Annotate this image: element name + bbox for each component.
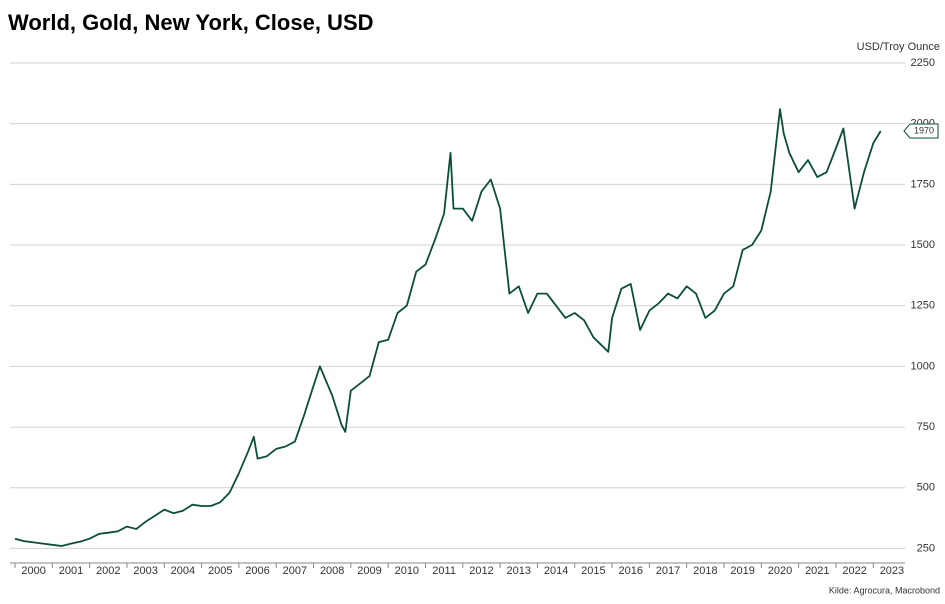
x-tick-label: 2002 xyxy=(96,565,120,577)
chart-title: World, Gold, New York, Close, USD xyxy=(8,10,374,35)
y-tick-label: 1250 xyxy=(911,300,935,312)
y-tick-label: 1000 xyxy=(911,360,935,372)
price-line xyxy=(14,108,882,547)
y-axis-label: USD/Troy Ounce xyxy=(857,41,940,53)
source: Kilde: Agrocura, Macrobond xyxy=(829,585,940,595)
x-tick-label: 2014 xyxy=(544,565,568,577)
x-tick-label: 2017 xyxy=(656,565,680,577)
y-tick-label: 250 xyxy=(917,542,935,554)
x-tick-label: 2004 xyxy=(171,565,195,577)
y-tick-label: 1500 xyxy=(911,239,935,251)
x-tick-label: 2019 xyxy=(730,565,754,577)
y-tick-label: 500 xyxy=(917,482,935,494)
x-tick-label: 2023 xyxy=(880,565,904,577)
x-tick-label: 2001 xyxy=(59,565,83,577)
x-tick-label: 2021 xyxy=(805,565,829,577)
x-tick-label: 2010 xyxy=(395,565,419,577)
x-tick-label: 2012 xyxy=(469,565,493,577)
x-tick-label: 2008 xyxy=(320,565,344,577)
y-tick-label: 1750 xyxy=(911,178,935,190)
x-tick-label: 2006 xyxy=(245,565,269,577)
x-tick-label: 2022 xyxy=(842,565,866,577)
x-tick-label: 2020 xyxy=(768,565,792,577)
x-tick-label: 2015 xyxy=(581,565,605,577)
x-tick-label: 2000 xyxy=(21,565,45,577)
y-tick-label: 2250 xyxy=(911,57,935,69)
y-tick-label: 750 xyxy=(917,421,935,433)
x-tick-label: 2005 xyxy=(208,565,232,577)
x-tick-label: 2009 xyxy=(357,565,381,577)
x-tick-label: 2016 xyxy=(618,565,642,577)
last-value-label: 1970 xyxy=(914,125,934,135)
x-tick-label: 2003 xyxy=(133,565,157,577)
last-value-callout xyxy=(903,123,939,139)
x-tick-label: 2018 xyxy=(693,565,717,577)
x-tick-label: 2011 xyxy=(432,565,456,577)
x-tick-label: 2007 xyxy=(283,565,307,577)
x-tick-label: 2013 xyxy=(507,565,531,577)
